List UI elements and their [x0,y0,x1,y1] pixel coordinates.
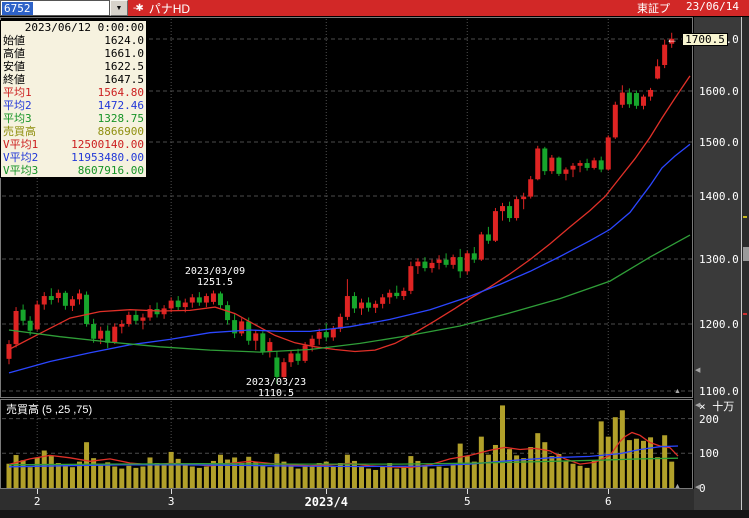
month-label: 2023/4 [304,495,348,509]
info-value: 1647.5 [104,73,144,86]
scrollbar-mark-red [743,313,747,315]
title-bar: 6752 ▼ -✱ パナHD 東証プ 23/06/14 [0,0,749,16]
month-tick [36,489,38,494]
scroll-left-icon[interactable]: ◀ [695,484,701,491]
month-tick [170,489,172,494]
info-value: 8866900 [97,125,144,138]
month-tick [466,489,468,494]
price-axis-label: 1200.0 [699,318,739,331]
info-value: 1328.75 [97,112,144,125]
scrollbar-mark-yellow [743,216,747,218]
vertical-scrollbar[interactable] [741,17,749,510]
info-label: 平均1 [3,86,32,99]
info-row: 2023/06/12 0:00:00 [1,21,146,34]
annotation-low: 2023/03/23 1110.5 [246,377,306,399]
month-tick [607,489,609,494]
ticker-dropdown-button[interactable]: ▼ [110,0,128,16]
annotation-price: 1110.5 [257,388,295,399]
volume-chart-pane[interactable] [0,399,693,489]
info-label: 高値 [3,47,25,60]
quote-date: 23/06/14 [686,0,739,13]
last-price-arrow-icon: ← [666,32,678,46]
price-axis-label: 1600.0 [699,85,739,98]
info-row: 始値 1624.0 [1,34,146,47]
last-price-badge: 1700.5 [682,33,728,46]
info-value: 12500140.00 [71,138,144,151]
info-row: 安値 1622.5 [1,60,146,73]
volume-axis-unit: × 十万 [699,400,735,413]
info-label: 平均3 [3,112,32,125]
info-row: 平均3 1328.75 [1,112,146,125]
market-label: 東証プ [637,3,671,15]
info-value: 1622.5 [104,60,144,73]
title-bar-red: -✱ パナHD 東証プ 23/06/14 [128,0,749,16]
time-axis: 2 3 2023/4 5 6 [0,489,694,510]
ticker-value: 6752 [2,1,33,15]
month-label: 3 [167,495,175,508]
info-row: 平均2 1472.46 [1,99,146,112]
scroll-left-icon[interactable]: ◀ [695,402,701,409]
horizontal-scrollbar[interactable]: ▶ [0,510,749,518]
info-value: 1624.0 [104,34,144,47]
info-label: 終値 [3,73,25,86]
info-row: 高値 1661.0 [1,47,146,60]
month-label: 2 [33,495,41,508]
info-row: 平均1 1564.80 [1,86,146,99]
annotation-high: 2023/03/09 1251.5 [185,266,245,288]
annotation-price: 1251.5 [196,277,234,288]
ticker-input[interactable]: 6752 [0,0,110,16]
scroll-left-icon[interactable]: ◀ [695,367,701,374]
info-value: 1564.80 [97,86,144,99]
info-row: V平均1 12500140.00 [1,138,146,151]
info-label: V平均3 [3,164,39,177]
price-axis-label: 1300.0 [699,253,739,266]
scroll-up-icon[interactable]: ▲ [674,388,681,395]
info-value: 11953480.00 [71,151,144,164]
price-axis-label: 1100.0 [699,385,739,398]
info-label: V平均2 [3,151,39,164]
info-label: V平均1 [3,138,39,151]
info-row: V平均3 8607916.00 [1,164,146,177]
volume-axis-label: 100 [699,447,719,461]
scroll-up-icon[interactable]: ▲ [674,483,681,490]
volume-axis-label: 0 [699,482,706,495]
info-value: 8607916.00 [77,164,144,177]
info-label: 安値 [3,60,25,73]
month-label: 6 [604,495,612,508]
info-label: 始値 [3,34,25,47]
stock-title: パナHD [148,1,191,16]
info-row: V平均2 11953480.00 [1,151,146,164]
info-value: 2023/06/12 0:00:00 [24,21,144,34]
info-value: 1472.46 [97,99,144,112]
vertical-scrollbar-thumb[interactable] [743,247,749,261]
price-axis-label: 1500.0 [699,136,739,149]
volume-pane-title: 売買高 (5 ,25 ,75) [6,404,93,416]
info-row: 終値 1647.5 [1,73,146,86]
annotation-date: 2023/03/09 [184,266,246,277]
info-label: 売買高 [3,125,36,138]
volume-axis-label: 200 [699,412,719,426]
chart-type-icon: -✱ [133,2,144,14]
price-axis: 1700.01600.01500.01400.01300.01200.01100… [694,17,741,510]
chevron-down-icon: ▼ [115,4,123,12]
month-tick [325,489,327,494]
price-axis-label: 1400.0 [699,190,739,203]
info-label: 平均2 [3,99,32,112]
month-label: 5 [463,495,471,508]
quote-info-panel: 2023/06/12 0:00:00 始値 1624.0 高値 1661.0 安値 1622… [0,20,147,178]
info-row: 売買高 8866900 [1,125,146,138]
info-value: 1661.0 [104,47,144,60]
annotation-date: 2023/03/23 [245,377,307,388]
